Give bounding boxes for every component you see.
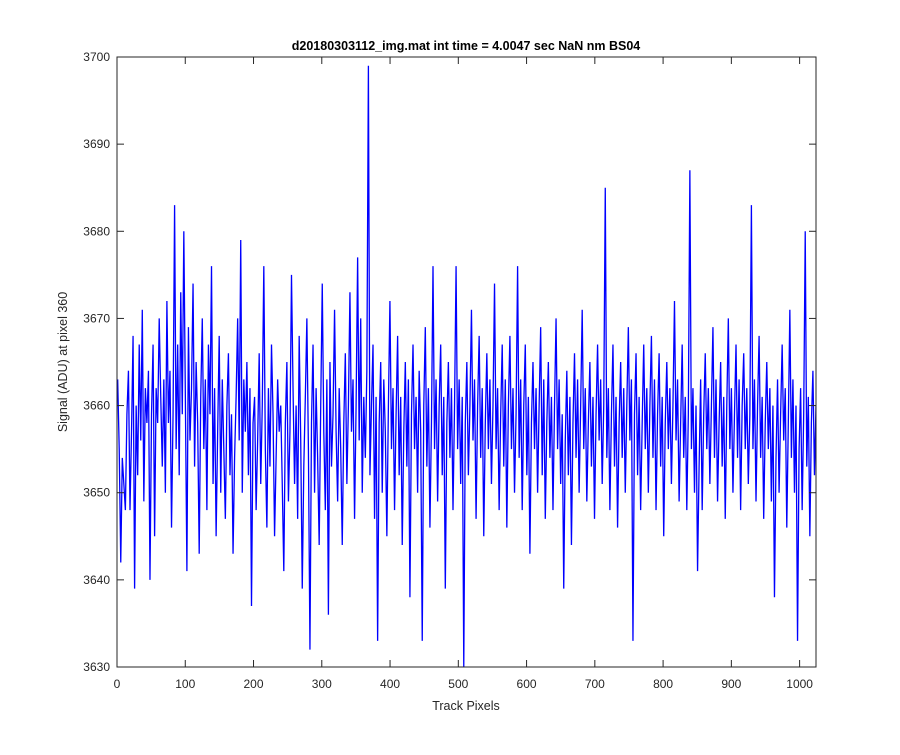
x-tick-label: 300 — [312, 677, 332, 691]
axes-box — [116, 56, 817, 668]
series-line-1 — [117, 65, 816, 667]
y-tick-label: 3630 — [83, 660, 110, 674]
x-tick-label: 900 — [721, 677, 741, 691]
y-tick-label: 3690 — [83, 137, 110, 151]
y-axis-label: Signal (ADU) at pixel 360 — [56, 292, 70, 432]
y-tick-label: 3660 — [83, 399, 110, 413]
x-tick-label: 1000 — [786, 677, 813, 691]
x-tick-label: 800 — [653, 677, 673, 691]
x-tick-label: 600 — [517, 677, 537, 691]
y-tick-label: 3680 — [83, 224, 110, 238]
x-axis-label: Track Pixels — [432, 699, 500, 713]
chart-title: d20180303112_img.mat int time = 4.0047 s… — [292, 39, 641, 53]
x-tick-label: 400 — [380, 677, 400, 691]
y-tick-label: 3650 — [83, 486, 110, 500]
x-tick-label: 500 — [448, 677, 468, 691]
x-tick-label: 100 — [175, 677, 195, 691]
y-tick-label: 3640 — [83, 573, 110, 587]
x-tick-label: 200 — [244, 677, 264, 691]
x-tick-label: 700 — [585, 677, 605, 691]
x-tick-label: 0 — [114, 677, 121, 691]
y-tick-label: 3700 — [83, 50, 110, 64]
y-tick-label: 3670 — [83, 311, 110, 325]
